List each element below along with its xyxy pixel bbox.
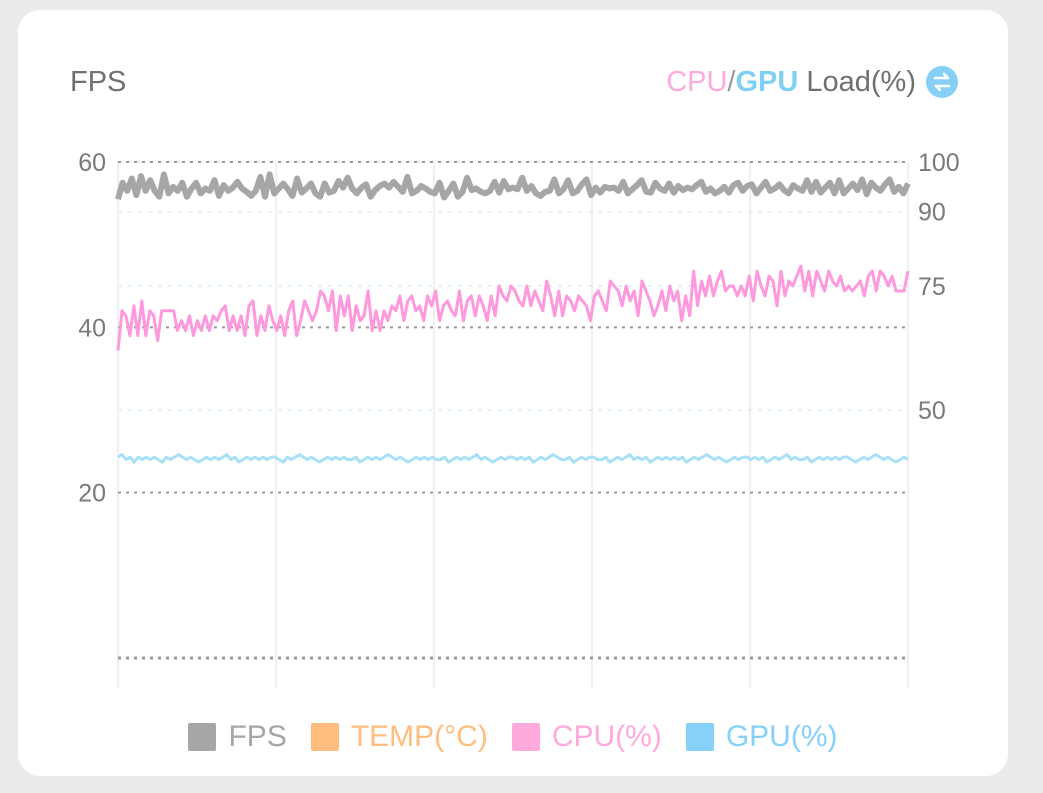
right-title-gpu: GPU (735, 66, 799, 98)
right-title-cpu: CPU (666, 66, 728, 98)
legend-item-cpu[interactable]: CPU(%) (511, 720, 662, 754)
series-line-gpu (117, 453, 909, 464)
right-tick-label: 100 (918, 149, 960, 177)
chart-legend: FPS TEMP(°C) CPU(%) GPU(%) (18, 720, 1008, 754)
right-tick-label: 50 (918, 397, 946, 425)
right-title-load: Load(%) (798, 66, 916, 98)
legend-swatch-fps (188, 723, 217, 751)
legend-item-temp[interactable]: TEMP(°C) (310, 720, 488, 754)
left-tick-label: 60 (78, 149, 106, 177)
legend-label-temp: TEMP(°C) (350, 720, 488, 753)
left-axis-title: FPS (70, 66, 127, 98)
legend-swatch-cpu (511, 723, 540, 751)
legend-label-fps: FPS (228, 720, 287, 753)
right-axis-title: CPU/GPU Load(%) (666, 66, 916, 99)
swap-vertical-icon[interactable] (926, 66, 958, 98)
line-chart: 60 40 20 100 90 75 50 (78, 149, 960, 688)
legend-item-gpu[interactable]: GPU(%) (685, 720, 838, 754)
legend-label-gpu: GPU(%) (725, 720, 838, 753)
series-line-cpu (116, 264, 910, 351)
right-tick-label: 90 (918, 199, 946, 227)
legend-item-fps[interactable]: FPS (188, 720, 287, 754)
chart-card: FPS CPU/GPU Load(%) 60 40 20 100 90 75 50 FPS … (18, 10, 1008, 776)
left-tick-label: 20 (78, 480, 106, 508)
legend-swatch-temp (310, 723, 339, 751)
right-title-slash: / (727, 66, 736, 98)
right-tick-label: 75 (918, 273, 946, 301)
left-tick-label: 40 (78, 314, 106, 342)
legend-swatch-gpu (685, 723, 714, 751)
series-line-fps (115, 171, 911, 201)
legend-label-cpu: CPU(%) (551, 720, 662, 753)
